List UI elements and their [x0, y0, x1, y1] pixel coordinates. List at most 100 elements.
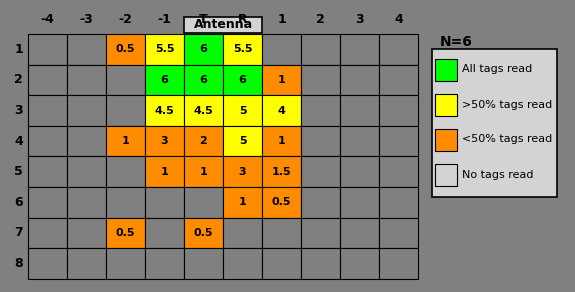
Bar: [340, 126, 379, 157]
Bar: [340, 34, 379, 65]
Bar: [106, 248, 145, 279]
Bar: [28, 248, 67, 279]
Bar: [379, 187, 418, 218]
Bar: [262, 95, 301, 126]
Bar: [435, 164, 457, 185]
Text: 8: 8: [14, 257, 23, 270]
Bar: [106, 34, 145, 65]
Bar: [145, 95, 184, 126]
Bar: [67, 95, 106, 126]
Bar: [223, 218, 262, 248]
Text: 6: 6: [200, 75, 208, 85]
Bar: [435, 58, 457, 81]
Bar: [262, 218, 301, 248]
Text: -3: -3: [79, 13, 93, 26]
Bar: [301, 126, 340, 157]
Text: -4: -4: [41, 13, 55, 26]
Bar: [184, 95, 223, 126]
Bar: [28, 187, 67, 218]
Bar: [184, 248, 223, 279]
Bar: [184, 34, 223, 65]
Bar: [340, 187, 379, 218]
Bar: [145, 187, 184, 218]
Text: 4: 4: [278, 105, 285, 116]
Text: 4.5: 4.5: [155, 105, 174, 116]
Text: N=6: N=6: [440, 35, 473, 49]
Bar: [262, 187, 301, 218]
FancyBboxPatch shape: [432, 49, 557, 197]
Text: 0.5: 0.5: [194, 228, 213, 238]
Bar: [340, 157, 379, 187]
Text: <50% tags read: <50% tags read: [462, 135, 552, 145]
Bar: [145, 218, 184, 248]
Text: 0.5: 0.5: [116, 228, 135, 238]
Bar: [379, 65, 418, 95]
Bar: [301, 157, 340, 187]
Text: 3: 3: [239, 167, 246, 177]
Bar: [28, 126, 67, 157]
Bar: [301, 187, 340, 218]
Bar: [301, 34, 340, 65]
Text: 1: 1: [200, 167, 208, 177]
Bar: [106, 218, 145, 248]
Bar: [340, 248, 379, 279]
Bar: [67, 157, 106, 187]
Text: R: R: [237, 13, 247, 26]
Text: 5.5: 5.5: [233, 44, 252, 54]
Text: 2: 2: [14, 73, 23, 86]
Bar: [67, 248, 106, 279]
Bar: [262, 126, 301, 157]
Text: 1: 1: [122, 136, 129, 146]
Bar: [67, 187, 106, 218]
Text: 1: 1: [239, 197, 246, 207]
Text: 6: 6: [160, 75, 168, 85]
Text: >50% tags read: >50% tags read: [462, 100, 552, 110]
Text: Antenna: Antenna: [193, 18, 252, 32]
Bar: [184, 187, 223, 218]
Text: -1: -1: [158, 13, 171, 26]
Bar: [435, 93, 457, 116]
Text: 4: 4: [14, 135, 23, 147]
Bar: [28, 157, 67, 187]
Text: 4.5: 4.5: [194, 105, 213, 116]
Text: 3: 3: [355, 13, 364, 26]
Text: 7: 7: [14, 226, 23, 239]
Text: 3: 3: [160, 136, 168, 146]
Text: 5.5: 5.5: [155, 44, 174, 54]
Text: 5: 5: [239, 136, 246, 146]
Text: -2: -2: [118, 13, 132, 26]
Bar: [262, 157, 301, 187]
Bar: [379, 248, 418, 279]
Bar: [223, 34, 262, 65]
Bar: [184, 218, 223, 248]
Bar: [184, 65, 223, 95]
Bar: [184, 157, 223, 187]
Bar: [145, 34, 184, 65]
Bar: [106, 187, 145, 218]
Bar: [223, 187, 262, 218]
Bar: [223, 157, 262, 187]
Text: 6: 6: [200, 44, 208, 54]
Bar: [106, 65, 145, 95]
Text: 2: 2: [200, 136, 208, 146]
Text: 1: 1: [160, 167, 168, 177]
Bar: [379, 126, 418, 157]
Bar: [67, 126, 106, 157]
Bar: [145, 157, 184, 187]
Bar: [106, 126, 145, 157]
Text: 5: 5: [239, 105, 246, 116]
Bar: [145, 248, 184, 279]
Text: 1: 1: [14, 43, 23, 56]
FancyBboxPatch shape: [184, 17, 262, 33]
Bar: [379, 218, 418, 248]
Text: 6: 6: [239, 75, 247, 85]
Bar: [340, 65, 379, 95]
Bar: [184, 126, 223, 157]
Text: T: T: [199, 13, 208, 26]
Bar: [340, 218, 379, 248]
Bar: [379, 157, 418, 187]
Text: 1: 1: [278, 136, 285, 146]
Bar: [379, 95, 418, 126]
Bar: [106, 157, 145, 187]
Bar: [223, 65, 262, 95]
